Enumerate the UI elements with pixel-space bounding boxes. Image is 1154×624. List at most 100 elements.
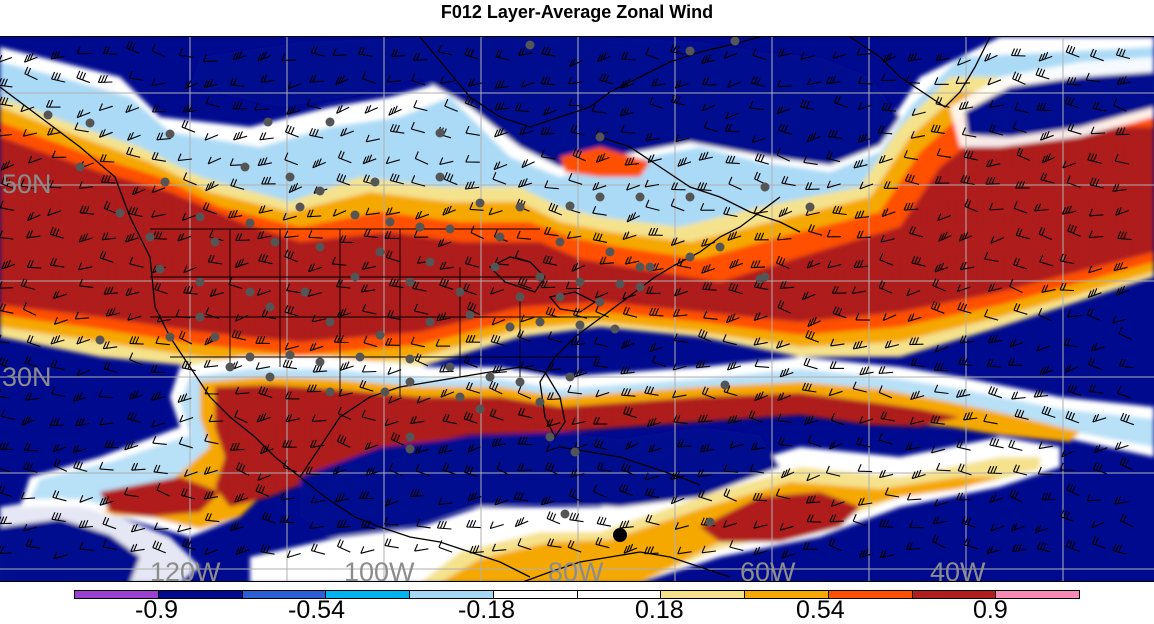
colorbar	[74, 590, 1080, 599]
station-marker	[516, 378, 525, 387]
station-marker	[296, 203, 305, 212]
station-marker	[636, 283, 645, 292]
station-marker	[406, 355, 415, 364]
station-marker	[416, 223, 425, 232]
station-marker	[406, 433, 415, 442]
station-marker	[596, 133, 605, 142]
colorbar-segment	[996, 591, 1079, 598]
station-marker	[496, 233, 505, 242]
station-marker	[426, 258, 435, 267]
station-marker	[246, 219, 255, 228]
station-marker	[636, 263, 645, 272]
station-marker	[491, 263, 500, 272]
station-marker	[316, 243, 325, 252]
station-marker	[246, 288, 255, 297]
station-marker	[536, 398, 545, 407]
station-marker	[376, 248, 385, 257]
station-marker	[716, 243, 725, 252]
station-marker	[44, 111, 53, 120]
station-marker	[286, 173, 295, 182]
station-marker	[436, 173, 445, 182]
station-marker	[576, 321, 585, 330]
station-marker	[476, 405, 485, 414]
station-marker	[486, 373, 495, 382]
station-marker	[266, 373, 275, 382]
lon-label-100w: 100W	[344, 559, 415, 582]
station-marker	[436, 129, 445, 138]
colorbar-tick-label: 0.18	[635, 597, 684, 623]
station-marker	[596, 298, 605, 307]
station-marker	[686, 253, 695, 262]
station-marker	[406, 445, 415, 454]
map-panel: 50N 30N 120W 100W 80W 60W 40W	[0, 36, 1154, 582]
colorbar-tick-label: -0.18	[458, 597, 515, 623]
station-marker	[381, 388, 390, 397]
station-marker	[686, 47, 695, 56]
station-marker	[446, 363, 455, 372]
station-marker	[161, 178, 170, 187]
station-marker	[611, 325, 620, 334]
station-marker	[606, 248, 615, 257]
station-marker	[406, 378, 415, 387]
station-marker	[636, 193, 645, 202]
station-marker	[196, 313, 205, 322]
lon-label-40w: 40W	[930, 559, 986, 582]
station-marker	[196, 213, 205, 222]
lat-label-50n: 50N	[2, 171, 52, 198]
station-marker	[446, 225, 455, 234]
lon-label-120w: 120W	[150, 559, 221, 582]
station-marker	[686, 193, 695, 202]
colorbar-tick-label: -0.9	[135, 597, 178, 623]
station-marker	[616, 280, 625, 289]
colorbar-tick-label: 0.9	[973, 597, 1008, 623]
station-marker	[271, 238, 280, 247]
lon-label-60w: 60W	[740, 559, 796, 582]
station-marker	[146, 233, 155, 242]
lon-label-80w: 80W	[548, 559, 604, 582]
station-marker	[516, 293, 525, 302]
station-marker	[566, 373, 575, 382]
station-marker	[516, 203, 525, 212]
station-marker	[326, 318, 335, 327]
station-marker	[356, 353, 365, 362]
station-marker	[456, 393, 465, 402]
station-marker	[116, 209, 125, 218]
station-marker	[556, 293, 565, 302]
station-marker	[266, 303, 275, 312]
station-marker	[706, 518, 715, 527]
station-marker	[156, 265, 165, 274]
colorbar-tick-label: 0.54	[796, 597, 845, 623]
station-marker	[536, 273, 545, 282]
station-marker	[506, 323, 515, 332]
station-marker	[566, 202, 575, 211]
station-marker	[196, 278, 205, 287]
highlighted-station-marker	[613, 528, 627, 542]
station-marker	[456, 288, 465, 297]
station-marker	[571, 448, 580, 457]
station-marker	[351, 273, 360, 282]
station-marker	[426, 318, 435, 327]
station-marker	[86, 119, 95, 128]
colorbar-tick-label: -0.54	[288, 597, 345, 623]
lat-label-30n: 30N	[2, 364, 52, 391]
station-marker	[226, 363, 235, 372]
station-marker	[376, 331, 385, 340]
station-marker	[166, 130, 175, 139]
station-marker	[406, 278, 415, 287]
station-marker	[76, 163, 85, 172]
station-marker	[211, 238, 220, 247]
station-marker	[476, 199, 485, 208]
station-marker	[466, 311, 475, 320]
station-marker	[371, 178, 380, 187]
station-marker	[556, 238, 565, 247]
station-marker	[316, 358, 325, 367]
station-marker	[646, 263, 655, 272]
station-marker	[264, 118, 273, 127]
station-marker	[576, 278, 585, 287]
station-marker	[536, 318, 545, 327]
station-marker	[211, 333, 220, 342]
station-marker	[806, 203, 815, 212]
station-marker	[241, 163, 250, 172]
station-marker	[761, 183, 770, 192]
station-marker	[721, 381, 730, 390]
